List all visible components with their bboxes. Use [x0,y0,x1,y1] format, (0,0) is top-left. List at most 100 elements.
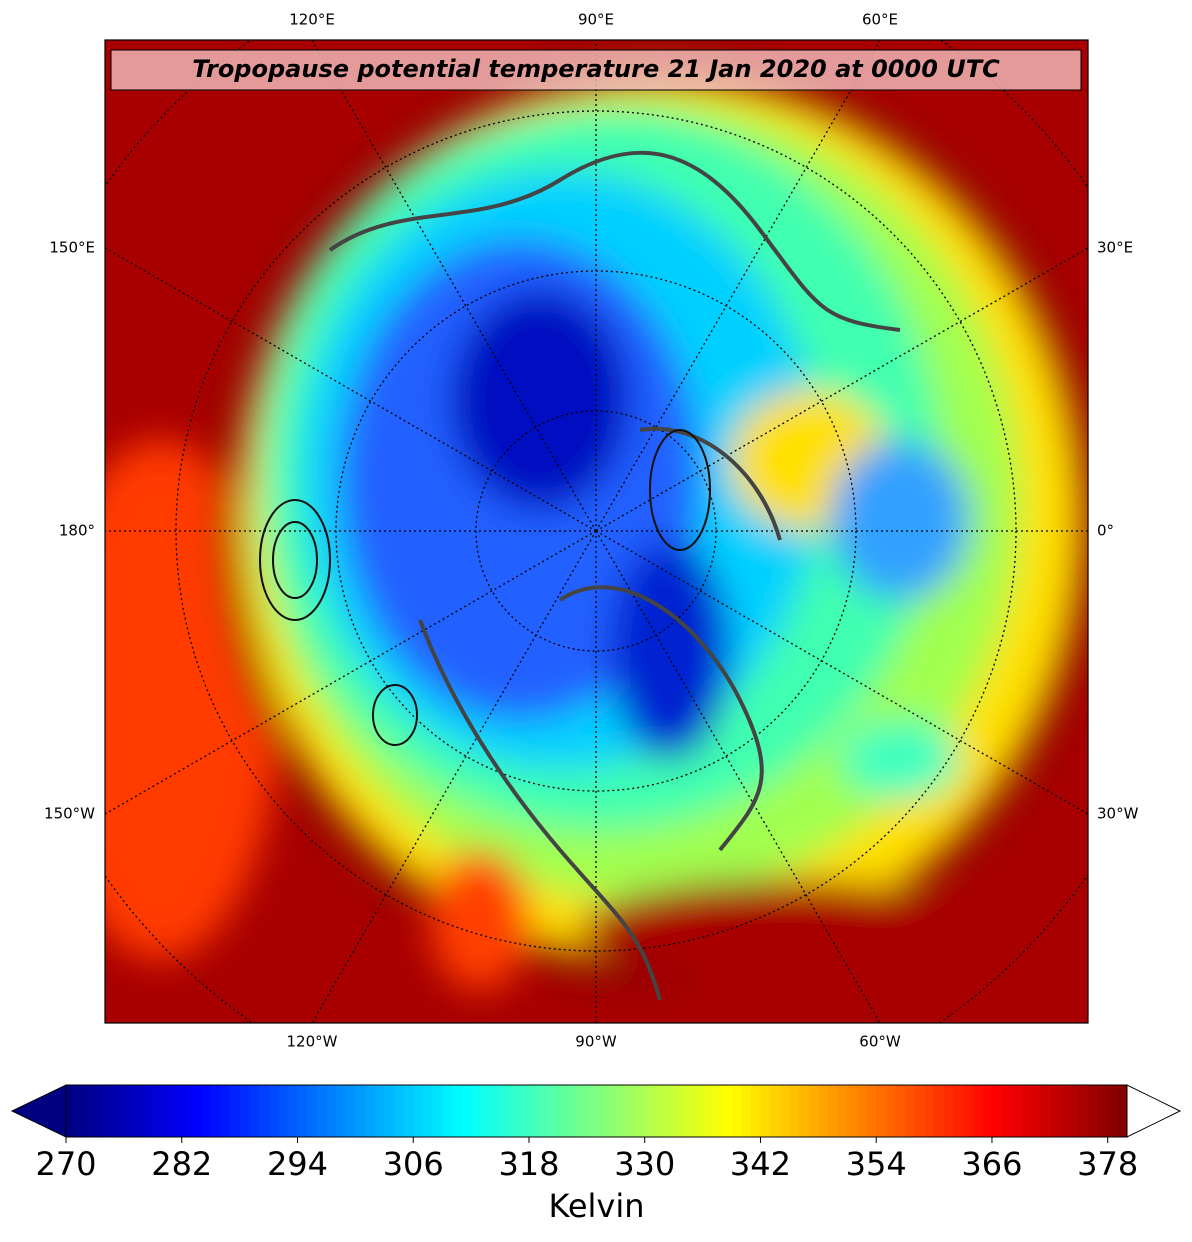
colorbar-frame [65,1084,1128,1138]
colorbar-segment [876,1085,887,1137]
colorbar-segment [664,1085,675,1137]
colorbar-segment [403,1085,414,1137]
colorbar-segment [856,1085,868,1137]
colorbar-segment [326,1085,337,1137]
colorbar-segment [808,1085,819,1137]
colorbar-segment [66,1085,77,1137]
colorbar-segment [336,1085,347,1137]
colorbar-segment [1088,1085,1099,1137]
colorbar-segment [519,1085,530,1137]
colorbar-segment [963,1085,974,1137]
colorbar-segment [172,1085,183,1137]
colorbar-tick-label: 378 [1077,1145,1138,1183]
colorbar-segment [885,1085,897,1137]
colorbar-segment [278,1085,289,1137]
colorbar-segment [1011,1085,1022,1137]
colorbar-segment [316,1085,328,1137]
colorbar-segment [866,1085,877,1137]
colorbar-segment [721,1085,733,1137]
lon-label: 60°W [859,1033,901,1051]
colorbar-segment [1059,1085,1070,1137]
colorbar-segment [143,1085,154,1137]
lon-label: 150°E [49,239,95,257]
colorbar-extend-high [1126,1084,1182,1138]
colorbar-segment [586,1085,598,1137]
colorbar-segment [799,1085,810,1137]
map-frame [104,39,1089,1024]
colorbar-segment [1117,1085,1128,1137]
lon-label: 60°E [862,11,898,29]
lon-label: 180° [59,522,95,540]
colorbar-segment [94,1085,106,1137]
colorbar-segment [837,1085,848,1137]
colorbar-segment [567,1085,578,1137]
colorbar-segment [1030,1085,1041,1137]
colorbar-tick-label: 282 [151,1145,212,1183]
colorbar-segment [924,1085,935,1137]
colorbar-segment [596,1085,607,1137]
colorbar-segment [355,1085,366,1137]
colorbar-segment [442,1085,453,1137]
colorbar-tick-label: 318 [498,1145,559,1183]
colorbar-segment [654,1085,665,1137]
colorbar-segment [827,1085,839,1137]
colorbar-segment [615,1085,627,1137]
colorbar-segment [249,1085,260,1137]
colorbar-segment [422,1085,434,1137]
colorbar-segment [461,1085,472,1137]
colorbar-segment [557,1085,569,1137]
colorbar-segment [393,1085,405,1137]
colorbar-segment [847,1085,858,1137]
map-field [105,40,1088,1023]
lon-label: 30°W [1097,805,1139,823]
colorbar-segment [181,1085,192,1137]
colorbar-segment [162,1085,173,1137]
colorbar-tick-label: 342 [730,1145,791,1183]
colorbar-label: Kelvin [548,1187,644,1225]
colorbar-tick-label: 330 [614,1145,675,1183]
colorbar-segment [606,1085,617,1137]
lon-label: 150°W [44,805,95,823]
colorbar-segment [635,1085,646,1137]
colorbar-segment [75,1085,86,1137]
lon-label: 120°E [289,11,335,29]
colorbar-segment [528,1085,540,1137]
colorbar-segment [123,1085,135,1137]
colorbar-segment [712,1085,723,1137]
colorbar-segment [258,1085,270,1137]
colorbar-segment [1107,1085,1118,1137]
colorbar-segment [133,1085,144,1137]
colorbar-segment [741,1085,752,1137]
colorbar-segment [538,1085,549,1137]
colorbar-segment [760,1085,771,1137]
colorbar-segment [982,1085,993,1137]
colorbar-segment [625,1085,636,1137]
colorbar-segment [1049,1085,1061,1137]
colorbar-segment [287,1085,299,1137]
map-title: Tropopause potential temperature 21 Jan … [192,55,1000,83]
colorbar-segment [471,1085,482,1137]
colorbar-segment [991,1085,1003,1137]
colorbar-segment [297,1085,308,1137]
colorbar-tick-label: 366 [961,1145,1022,1183]
colorbar-segment [972,1085,983,1137]
lon-label: 120°W [287,1033,338,1051]
colorbar-segment [85,1085,96,1137]
colorbar-segment [683,1085,694,1137]
colorbar-segment [210,1085,221,1137]
colorbar-segment [943,1085,954,1137]
colorbar-tick-label: 354 [846,1145,907,1183]
colorbar-tick-label: 294 [267,1145,328,1183]
colorbar-extend-low [10,1084,67,1138]
colorbar-segment [750,1085,762,1137]
colorbar-segment [702,1085,713,1137]
colorbar-segment [577,1085,588,1137]
colorbar-segment [1020,1085,1032,1137]
colorbar-segment [644,1085,655,1137]
colorbar-segment [905,1085,916,1137]
colorbar-segment [731,1085,742,1137]
colorbar-segment [365,1085,376,1137]
colorbar-segment [268,1085,279,1137]
lon-label: 90°W [575,1033,617,1051]
